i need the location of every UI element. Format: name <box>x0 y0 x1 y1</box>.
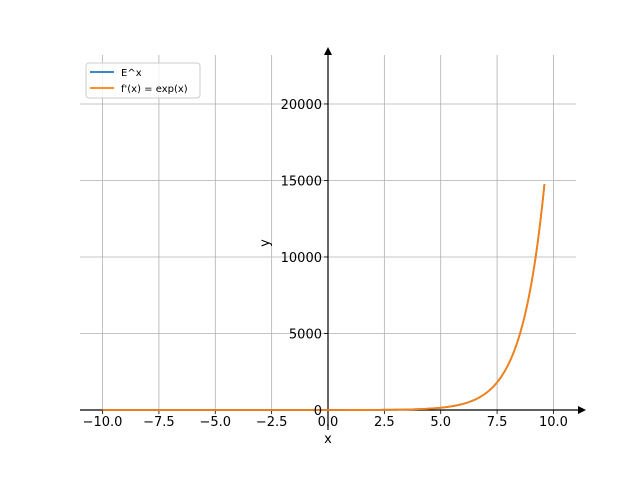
x-tick-label: 0.0 <box>318 415 339 430</box>
y-tick-label: 5000 <box>289 327 322 342</box>
series-line-0 <box>102 183 546 411</box>
x-axis-label: x <box>324 432 332 447</box>
x-tick-label: −7.5 <box>143 415 175 430</box>
x-tick-label: 5.0 <box>430 415 451 430</box>
y-tick-label: 10000 <box>281 251 322 266</box>
legend-label-derivative: f'(x) = exp(x) <box>121 84 188 95</box>
legend-label-ex: E^x <box>121 68 142 79</box>
x-tick-label: 2.5 <box>374 415 395 430</box>
y-axis-arrow <box>324 47 332 55</box>
legend-frame <box>85 62 201 99</box>
y-axis-label: y <box>258 239 273 247</box>
series-lines <box>102 183 546 411</box>
x-tick-label: 10.0 <box>539 415 568 430</box>
y-tick-label: 20000 <box>281 98 322 113</box>
x-axis-arrow <box>578 406 586 414</box>
x-tick-label: 7.5 <box>487 415 508 430</box>
legend: E^x f'(x) = exp(x) <box>85 62 201 99</box>
axes <box>80 47 586 430</box>
y-tick-label: 0 <box>314 404 322 419</box>
x-tick-label: −2.5 <box>256 415 288 430</box>
series-line-1 <box>102 183 546 411</box>
tick-labels: −10.0 −7.5 −5.0 −2.5 0.0 2.5 5.0 7.5 10.0 0 5000 10… <box>83 98 568 430</box>
x-tick-label: −10.0 <box>83 415 123 430</box>
x-tick-label: −5.0 <box>199 415 231 430</box>
y-tick-label: 15000 <box>281 174 322 189</box>
